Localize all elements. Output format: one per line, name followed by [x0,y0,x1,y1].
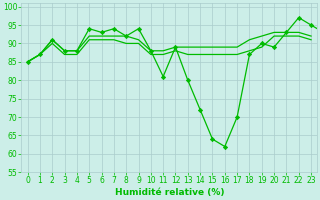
X-axis label: Humidité relative (%): Humidité relative (%) [115,188,224,197]
